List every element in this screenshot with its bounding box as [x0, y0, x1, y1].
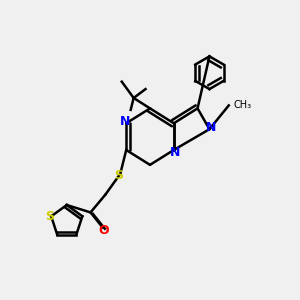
Text: O: O [99, 224, 109, 237]
Text: S: S [45, 210, 54, 223]
Text: N: N [119, 115, 130, 128]
Text: N: N [170, 146, 181, 160]
Text: N: N [206, 121, 216, 134]
Text: CH₃: CH₃ [233, 100, 251, 110]
Text: S: S [114, 169, 123, 182]
